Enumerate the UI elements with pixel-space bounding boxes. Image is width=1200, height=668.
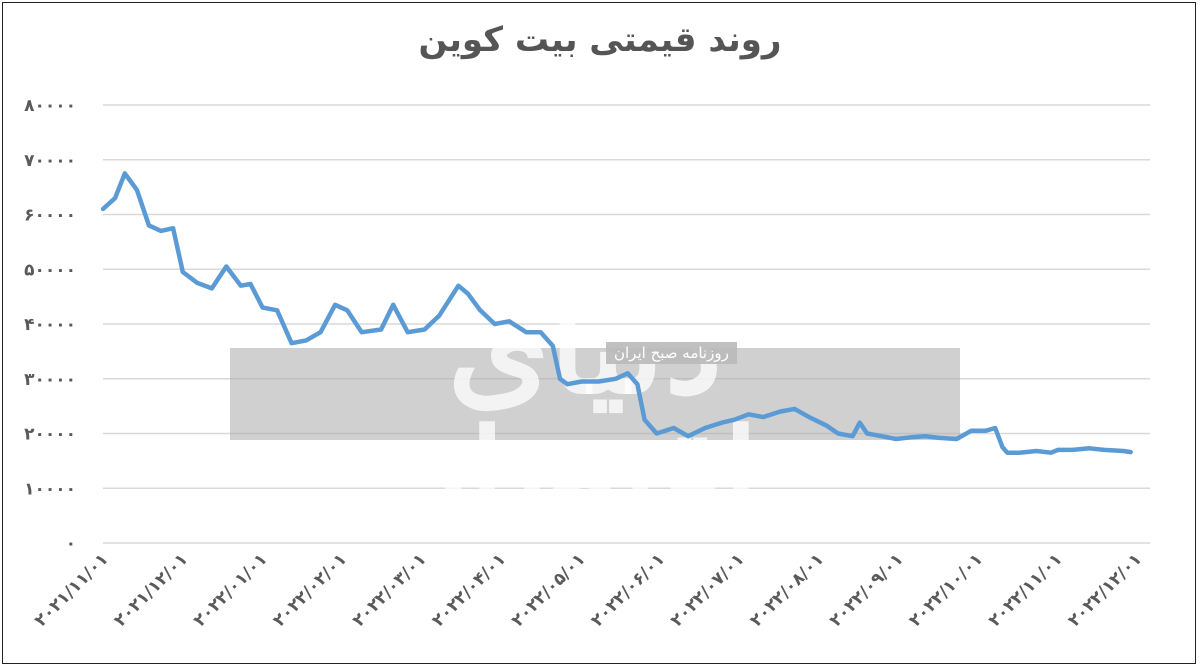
y-tick-label: ۶۰۰۰۰ xyxy=(24,206,76,226)
y-tick-label: ۸۰۰۰۰ xyxy=(24,96,76,116)
y-axis-ticks: ۰ ۱۰۰۰۰ ۲۰۰۰۰ ۳۰۰۰۰ ۴۰۰۰۰ ۵۰۰۰۰ ۶۰۰۰۰ ۷۰۰۰۰ ۸۰۰۰… xyxy=(24,96,76,554)
y-tick-label: ۱۰۰۰۰ xyxy=(24,479,76,499)
y-tick-label: ۷۰۰۰۰ xyxy=(24,151,76,171)
watermark-band xyxy=(230,348,960,440)
y-tick-label: ۴۰۰۰۰ xyxy=(24,315,76,335)
chart-title: روند قیمتی بیت کوین xyxy=(418,20,782,60)
watermark-tagline: روزنامه صبح ایران xyxy=(606,342,737,364)
series-line xyxy=(100,171,1133,455)
y-tick-label: ۳۰۰۰۰ xyxy=(24,370,76,390)
y-tick-label: ۲۰۰۰۰ xyxy=(24,425,76,445)
gridlines xyxy=(103,104,1150,544)
y-tick-label: ۵۰۰۰۰ xyxy=(24,260,76,280)
y-tick-label: ۰ xyxy=(66,534,76,554)
